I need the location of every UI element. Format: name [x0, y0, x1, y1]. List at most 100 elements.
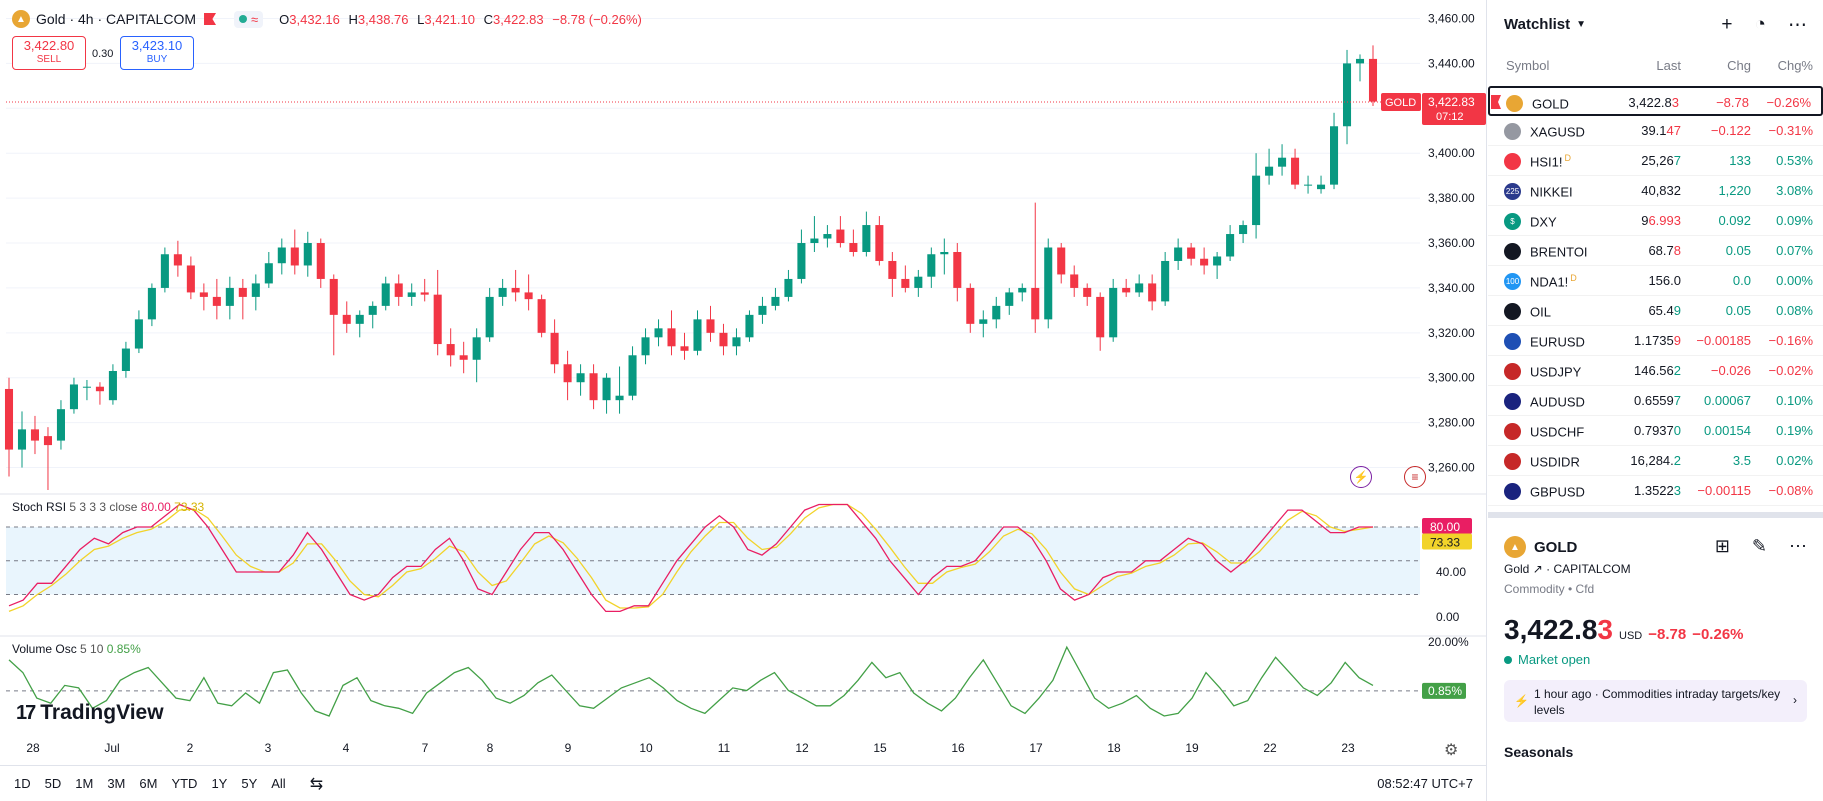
oil-drop-icon: [1504, 243, 1521, 260]
candle-body: [550, 332, 559, 365]
close-label: C: [483, 11, 493, 27]
details-name[interactable]: Gold: [1504, 562, 1530, 576]
watchlist-row-oil[interactable]: OIL 65.49 0.05 0.08%: [1488, 296, 1823, 326]
watchlist-row-gold[interactable]: GOLD 3,422.83 −8.78 −0.26%: [1488, 86, 1823, 116]
stoch-d-value: 73.33: [174, 500, 205, 514]
col-chg-pct[interactable]: Chg%: [1777, 58, 1813, 73]
candle-body: [706, 319, 715, 333]
watchlist-row-xagusd[interactable]: XAGUSD 39.147 −0.122 −0.31%: [1488, 116, 1823, 146]
price-tick-label: 3,260.00: [1428, 461, 1475, 475]
row-symbol: USDJPY: [1530, 364, 1582, 380]
stoch-rsi-legend[interactable]: Stoch RSI 5 3 3 3 close 80.00 73.33: [12, 500, 204, 514]
time-tick-label: 9: [565, 741, 572, 755]
dollar-icon: $: [1504, 213, 1521, 230]
row-change: −0.00115: [1697, 483, 1751, 498]
row-change: 0.00154: [1704, 423, 1751, 438]
market-status[interactable]: Market open: [1504, 652, 1590, 667]
row-symbol: OIL: [1530, 304, 1551, 320]
layout-icon[interactable]: ⊞: [1714, 536, 1730, 556]
seasonals-title[interactable]: Seasonals: [1504, 744, 1574, 760]
col-symbol[interactable]: Symbol: [1506, 58, 1550, 73]
col-last[interactable]: Last: [1656, 58, 1681, 73]
watchlist-row-hsi1[interactable]: HSI1! D 25,267 133 0.53%: [1488, 146, 1823, 176]
row-change-pct: 0.02%: [1776, 453, 1813, 468]
watchlist-row-usdjpy[interactable]: USDJPY 146.562 −0.026 −0.02%: [1488, 356, 1823, 386]
candle-body: [771, 296, 780, 306]
us-flag-icon[interactable]: ≡: [1404, 466, 1426, 488]
watchlist-row-usdchf[interactable]: USDCHF 0.79370 0.00154 0.19%: [1488, 416, 1823, 446]
external-link-icon[interactable]: ↗: [1532, 562, 1543, 576]
row-change-pct: 0.08%: [1776, 303, 1813, 318]
range-1d[interactable]: 1D: [14, 776, 31, 791]
watchlist-row-audusd[interactable]: AUDUSD 0.65597 0.00067 0.10%: [1488, 386, 1823, 416]
price-change-pct: −0.26%: [1692, 626, 1744, 643]
candle-body: [797, 243, 806, 279]
range-1y[interactable]: 1Y: [211, 776, 228, 791]
range-all[interactable]: All: [271, 776, 286, 791]
candle-body: [43, 436, 52, 446]
sell-label: SELL: [36, 54, 62, 65]
range-ytd[interactable]: YTD: [171, 776, 198, 791]
news-card[interactable]: ⚡ 1 hour ago · Commodities intraday targ…: [1504, 680, 1807, 722]
tradingview-logo[interactable]: 17 TradingView: [16, 701, 164, 725]
row-change: −0.026: [1710, 363, 1751, 378]
buy-button[interactable]: 3,423.10 BUY: [120, 36, 194, 70]
row-last: 0.65597: [1634, 393, 1681, 408]
row-change: −0.122: [1710, 123, 1751, 138]
watchlist-row-nda1[interactable]: 100 NDA1! D 156.0 0.0 0.00%: [1488, 266, 1823, 296]
range-3m[interactable]: 3M: [107, 776, 126, 791]
time-tick-label: 10: [639, 741, 653, 755]
watchlist-row-eurusd[interactable]: EURUSD 1.17359 −0.00185 −0.16%: [1488, 326, 1823, 356]
candle-body: [498, 287, 507, 297]
lightning-icon[interactable]: ⚡: [1350, 466, 1372, 488]
status-pill[interactable]: ≈: [234, 10, 264, 28]
watchlist-row-dxy[interactable]: $ DXY 96.993 0.092 0.09%: [1488, 206, 1823, 236]
details-header[interactable]: ▲ GOLD: [1504, 536, 1577, 558]
flag-icon[interactable]: [1491, 95, 1501, 109]
volume-osc-params: 5 10: [80, 642, 104, 656]
sell-button[interactable]: 3,422.80 SELL: [12, 36, 86, 70]
watchlist-row-usdidr[interactable]: USDIDR 16,284.2 3.5 0.02%: [1488, 446, 1823, 476]
panel-divider[interactable]: [1488, 512, 1823, 518]
watchlist-title-text: Watchlist: [1504, 16, 1571, 33]
more-icon[interactable]: ⋯: [1789, 536, 1807, 556]
range-5y[interactable]: 5Y: [241, 776, 258, 791]
candle-body: [30, 429, 40, 441]
add-icon[interactable]: +: [1721, 14, 1733, 35]
calendar-icon[interactable]: ⇆: [309, 775, 324, 793]
pie-chart-icon[interactable]: ◔: [1754, 14, 1766, 35]
col-chg[interactable]: Chg: [1727, 58, 1751, 73]
range-1m[interactable]: 1M: [75, 776, 94, 791]
watchlist-row-gbpusd[interactable]: GBPUSD 1.35223 −0.00115 −0.08%: [1488, 476, 1823, 506]
row-last: 25,267: [1641, 153, 1681, 168]
range-6m[interactable]: 6M: [139, 776, 158, 791]
flag-icon[interactable]: [204, 13, 217, 25]
chart-area[interactable]: 3,460.003,440.003,420.003,400.003,380.00…: [0, 0, 1487, 801]
row-last: 3,422.83: [1628, 95, 1679, 110]
gear-icon[interactable]: ⚙: [1444, 742, 1459, 759]
watchlist-row-brentoi[interactable]: BRENTOI 68.78 0.05 0.07%: [1488, 236, 1823, 266]
details-exchange[interactable]: CAPITALCOM: [1553, 562, 1631, 576]
candle-body: [329, 278, 338, 315]
current-price-tag: [1422, 92, 1486, 125]
low-label: L: [417, 11, 425, 27]
candle-body: [1096, 296, 1105, 338]
gold-icon: [1506, 95, 1523, 112]
candle-body: [342, 314, 351, 324]
clock[interactable]: 08:52:47 UTC+7: [1377, 776, 1473, 791]
row-change-pct: 0.19%: [1776, 423, 1813, 438]
watchlist-row-nikkei[interactable]: 225 NIKKEI 40,832 1,220 3.08%: [1488, 176, 1823, 206]
time-tick-label: 17: [1029, 741, 1043, 755]
candle-body: [459, 355, 468, 360]
watchlist-title[interactable]: Watchlist ▼: [1504, 16, 1586, 33]
edit-icon[interactable]: ✎: [1751, 536, 1767, 556]
more-icon[interactable]: ⋯: [1788, 15, 1807, 36]
row-last: 65.49: [1648, 303, 1681, 318]
osc-value-tag: [1422, 682, 1466, 699]
candle-body: [1083, 287, 1092, 297]
market-open-dot-icon: [1504, 655, 1512, 664]
legend-symbol[interactable]: Gold · 4h · CAPITALCOM: [36, 11, 197, 27]
range-5d[interactable]: 5D: [44, 776, 62, 791]
volume-osc-legend[interactable]: Volume Osc 5 10 0.85%: [12, 642, 141, 656]
price-chart[interactable]: 3,460.003,440.003,420.003,400.003,380.00…: [0, 0, 1487, 765]
